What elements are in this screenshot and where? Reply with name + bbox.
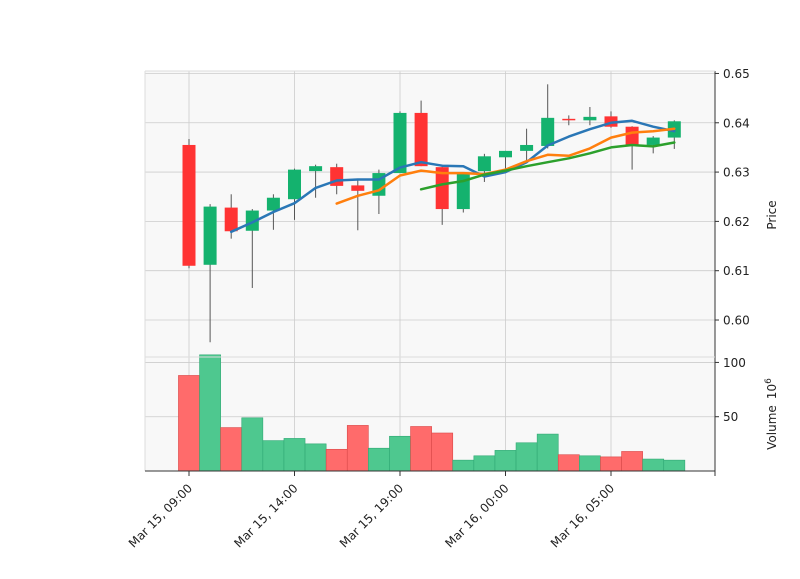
volume-bar [389, 435, 411, 472]
volume-bar [579, 455, 601, 472]
volume-bar [325, 448, 348, 472]
candle-body [288, 169, 301, 200]
candle-body [625, 126, 639, 145]
volume-bar [600, 456, 622, 472]
candle-body [646, 137, 660, 145]
candle-body [435, 167, 449, 210]
candle-body [604, 116, 618, 127]
candles [182, 84, 681, 343]
moving-average-line [419, 141, 676, 191]
candle-body [393, 112, 407, 174]
price-axis-label: Price [765, 200, 779, 229]
candle-body [414, 112, 428, 167]
time-tick-label: Mar 15, 19:00 [337, 481, 406, 550]
candle-body [477, 156, 491, 172]
candle-body [499, 150, 512, 158]
price-tick-label: 0.64 [723, 116, 750, 130]
candle-body [245, 210, 259, 231]
price-tick-label: 0.62 [723, 215, 750, 229]
volume-multiplier-base: 10 [765, 384, 779, 399]
volume-bar [368, 447, 390, 472]
volume-bar [220, 427, 243, 472]
candle-body [583, 116, 597, 121]
volume-tick-label: 100 [723, 356, 746, 370]
volume-bar [283, 438, 306, 472]
volume-bar [621, 451, 643, 472]
volume-bar [262, 440, 285, 472]
candle-body [562, 118, 576, 121]
volume-multiplier-exponent: 6 [764, 378, 774, 384]
volume-bars [178, 354, 686, 472]
volume-bar [410, 426, 432, 472]
price-tick-label: 0.65 [723, 67, 750, 81]
price-tick-label: 0.63 [723, 166, 750, 180]
volume-bar [452, 459, 475, 472]
candle-body [182, 144, 196, 266]
volume-bar [536, 433, 559, 472]
volume-bar [642, 458, 665, 472]
volume-bar [473, 455, 496, 472]
candle-body [541, 117, 555, 146]
candle-body [203, 206, 217, 265]
volume-bar [515, 442, 538, 472]
volume-bar [241, 417, 264, 472]
volume-bar [346, 425, 369, 472]
time-tick-label: Mar 16, 05:00 [548, 481, 617, 550]
candle-body [224, 207, 238, 232]
volume-axis-title: Volume [765, 405, 779, 450]
volume-tick-label: 50 [723, 410, 738, 424]
candle-body [351, 185, 365, 191]
volume-bar [178, 375, 200, 472]
time-tick-label: Mar 15, 14:00 [231, 481, 300, 550]
candle-body [520, 144, 534, 151]
volume-bar [663, 459, 686, 472]
volume-bar [557, 454, 580, 472]
volume-bar [199, 354, 221, 472]
price-tick-label: 0.60 [723, 314, 750, 328]
candle-body [266, 197, 280, 211]
volume-bar [494, 450, 517, 472]
volume-axis-label: Volume 106 [764, 378, 779, 450]
moving-average-lines [229, 119, 676, 234]
candle-body [309, 166, 323, 172]
volume-bar [304, 443, 327, 472]
time-tick-label: Mar 15, 09:00 [126, 481, 195, 550]
moving-average-line [229, 119, 676, 234]
price-tick-label: 0.61 [723, 264, 750, 278]
volume-bar [431, 432, 454, 472]
time-tick-label: Mar 16, 00:00 [442, 481, 511, 550]
price-panel-background [145, 71, 715, 357]
